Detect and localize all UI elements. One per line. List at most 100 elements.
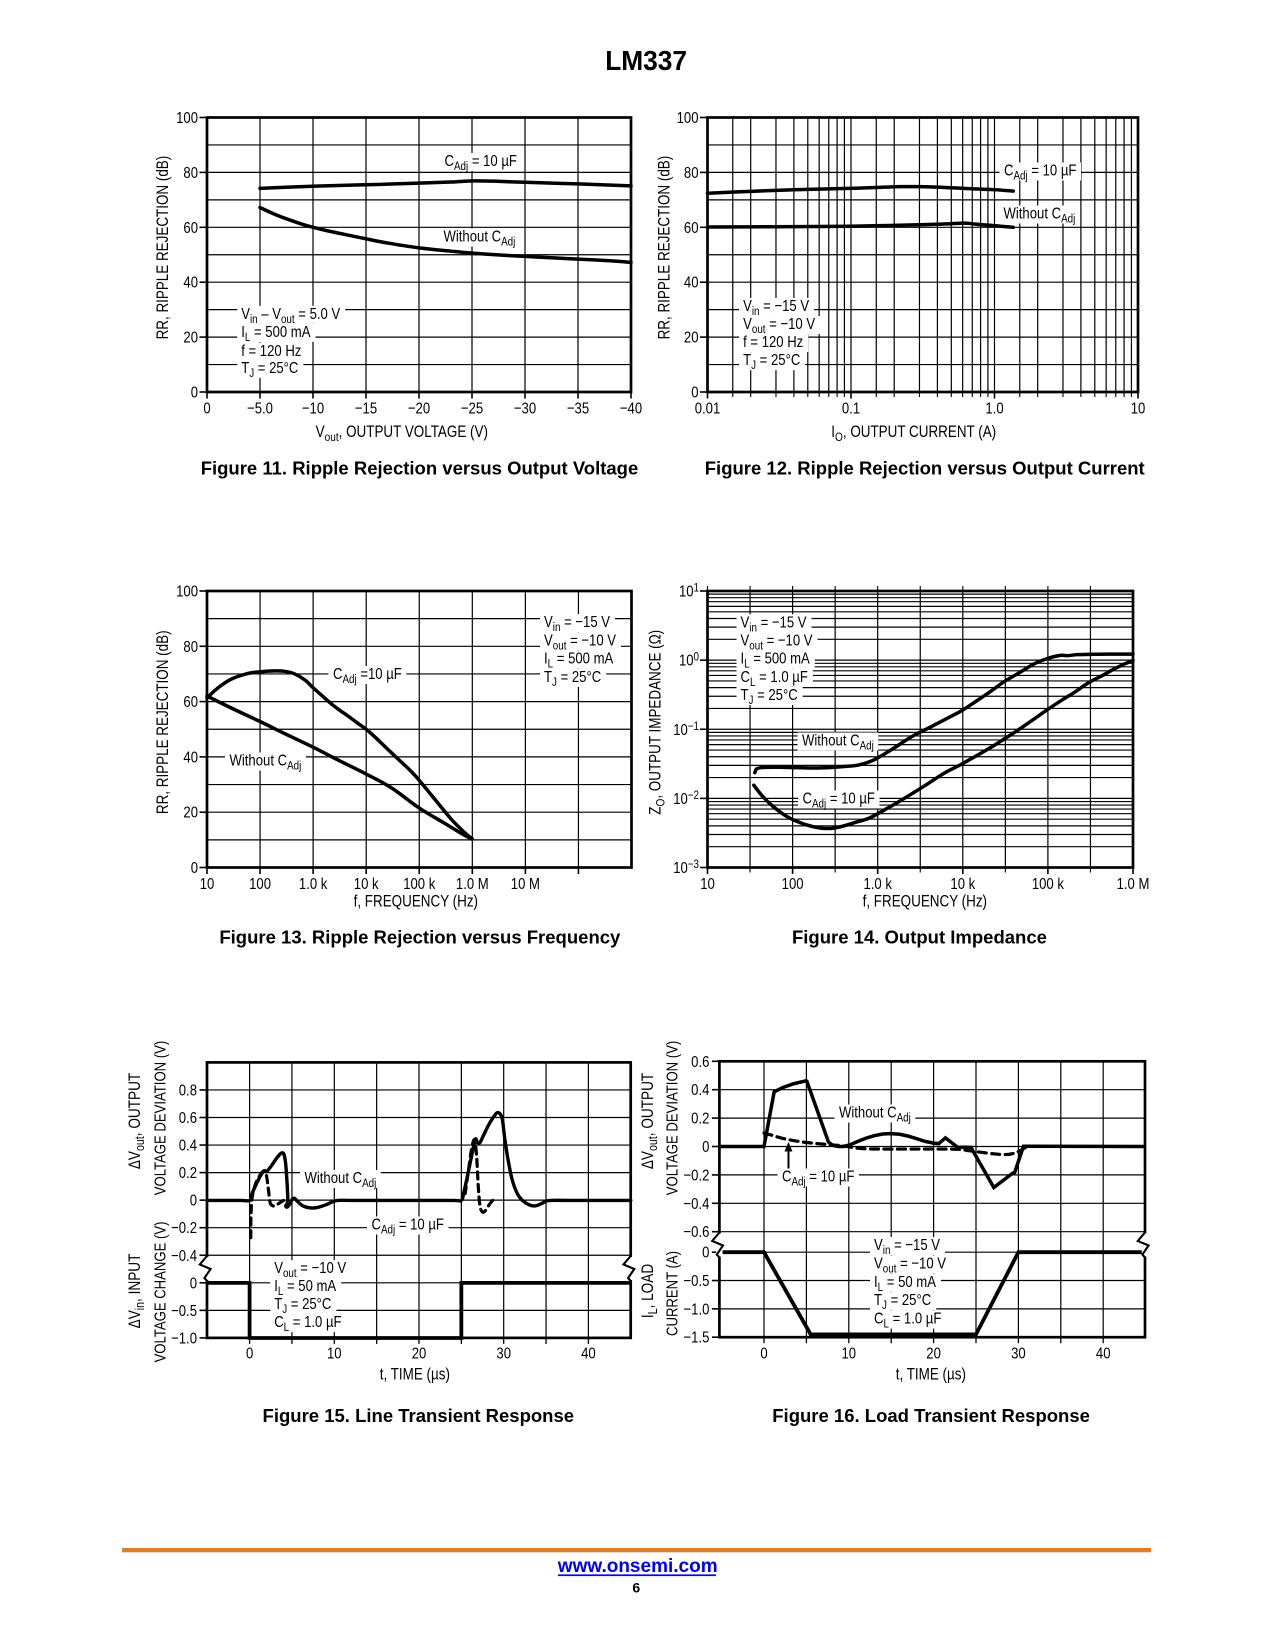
svg-text:20: 20 [684,329,699,346]
svg-text:Figure 13. Ripple Rejection ve: Figure 13. Ripple Rejection versus Frequ… [219,927,621,948]
svg-text:Vout = −10 V: Vout = −10 V [741,632,813,652]
svg-text:TJ = 25°C: TJ = 25°C [874,1292,931,1312]
svg-text:0.8: 0.8 [179,1082,197,1099]
svg-text:Without CAdj: Without CAdj [802,732,874,752]
svg-text:CAdj = 10 µF: CAdj = 10 µF [445,153,517,173]
svg-text:Without CAdj: Without CAdj [444,228,516,248]
svg-text:20: 20 [183,329,198,346]
svg-text:10 k: 10 k [950,876,975,893]
svg-text:0.4: 0.4 [179,1137,197,1154]
svg-text:80: 80 [183,639,198,656]
svg-text:IL = 500 mA: IL = 500 mA [741,650,810,670]
svg-text:Figure 12. Ripple Rejection ve: Figure 12. Ripple Rejection versus Outpu… [705,458,1145,479]
svg-text:0.6: 0.6 [179,1110,197,1127]
svg-text:1.0 M: 1.0 M [1117,876,1150,893]
svg-text:10 M: 10 M [511,876,540,893]
svg-text:t, TIME (µs): t, TIME (µs) [380,1365,450,1384]
svg-text:f = 120 Hz: f = 120 Hz [743,334,803,351]
svg-text:Vout = −10 V: Vout = −10 V [874,1255,946,1275]
svg-text:−20: −20 [408,400,430,417]
svg-text:1.0: 1.0 [985,400,1003,417]
svg-text:Vin = −15 V: Vin = −15 V [874,1237,940,1257]
svg-text:CL = 1.0 µF: CL = 1.0 µF [874,1310,941,1330]
svg-text:IL = 50 mA: IL = 50 mA [874,1274,936,1294]
svg-text:−0.4: −0.4 [684,1196,710,1213]
svg-text:0: 0 [760,1345,767,1362]
svg-text:CAdj = 10 µF: CAdj = 10 µF [1004,162,1076,182]
svg-text:Without CAdj: Without CAdj [230,752,302,772]
svg-text:−0.4: −0.4 [171,1248,197,1265]
svg-text:−5.0: −5.0 [247,400,273,417]
svg-text:CURRENT (A): CURRENT (A) [664,1251,681,1336]
svg-text:TJ = 25°C: TJ = 25°C [741,687,798,707]
svg-text:0.01: 0.01 [695,400,721,417]
svg-text:0: 0 [190,1193,197,1210]
svg-text:Without CAdj: Without CAdj [305,1170,377,1190]
svg-text:30: 30 [496,1345,511,1362]
svg-text:Without CAdj: Without CAdj [1004,205,1076,225]
svg-text:CL = 1.0 µF: CL = 1.0 µF [274,1314,341,1334]
svg-text:−0.2: −0.2 [171,1220,197,1237]
svg-text:Vout = −10 V: Vout = −10 V [743,316,815,336]
svg-text:60: 60 [183,220,198,237]
svg-text:20: 20 [412,1345,427,1362]
svg-text:10−1: 10−1 [673,720,699,739]
svg-text:40: 40 [183,749,198,766]
svg-text:100: 100 [176,583,198,600]
svg-text:RR, RIPPLE REJECTION (dB): RR, RIPPLE REJECTION (dB) [154,630,173,814]
svg-text:10: 10 [700,876,715,893]
svg-text:100: 100 [679,651,699,670]
svg-text:Figure 11. Ripple Rejection ve: Figure 11. Ripple Rejection versus Outpu… [201,458,639,479]
svg-text:Figure 14. Output Impedance: Figure 14. Output Impedance [792,927,1047,948]
svg-text:−0.5: −0.5 [171,1303,197,1320]
svg-text:Vout = −10 V: Vout = −10 V [544,632,616,652]
svg-text:10: 10 [1131,400,1146,417]
svg-text:IL = 500 mA: IL = 500 mA [241,324,310,344]
svg-text:−40: −40 [620,400,642,417]
svg-text:0.2: 0.2 [691,1110,709,1127]
svg-text:ΔVout, OUTPUT: ΔVout, OUTPUT [639,1073,660,1169]
svg-text:IO, OUTPUT CURRENT (A): IO, OUTPUT CURRENT (A) [831,423,996,444]
svg-text:100: 100 [677,110,699,127]
svg-text:30: 30 [1011,1345,1026,1362]
svg-text:0.4: 0.4 [691,1082,709,1099]
svg-text:−0.2: −0.2 [684,1167,710,1184]
svg-text:IL = 500 mA: IL = 500 mA [544,650,613,670]
svg-text:TJ = 25°C: TJ = 25°C [544,669,601,689]
svg-text:LM337: LM337 [605,44,687,76]
svg-text:40: 40 [684,275,699,292]
svg-text:−15: −15 [355,400,377,417]
svg-text:Vout = −10 V: Vout = −10 V [274,1260,346,1280]
svg-text:VOLTAGE DEVIATION (V): VOLTAGE DEVIATION (V) [664,1041,681,1195]
svg-text:40: 40 [1096,1345,1111,1362]
svg-text:Vin = −15 V: Vin = −15 V [544,614,610,634]
svg-text:60: 60 [183,694,198,711]
svg-text:10: 10 [842,1345,857,1362]
svg-text:6: 6 [632,1580,640,1596]
svg-text:IL, LOAD: IL, LOAD [639,1264,660,1318]
svg-text:CL = 1.0 µF: CL = 1.0 µF [741,669,808,689]
svg-text:RR, RIPPLE REJECTION (dB): RR, RIPPLE REJECTION (dB) [154,156,173,340]
svg-text:RR, RIPPLE REJECTION (dB): RR, RIPPLE REJECTION (dB) [655,156,674,340]
svg-text:−0.6: −0.6 [684,1224,710,1241]
svg-text:Figure 16. Load Transient Resp: Figure 16. Load Transient Response [772,1405,1090,1426]
svg-text:TJ = 25°C: TJ = 25°C [241,360,298,380]
svg-text:−1.0: −1.0 [171,1330,197,1347]
svg-text:80: 80 [684,165,699,182]
svg-text:20: 20 [926,1345,941,1362]
svg-text:1.0 M: 1.0 M [456,876,489,893]
svg-text:100: 100 [249,876,271,893]
svg-text:−0.5: −0.5 [684,1273,710,1290]
svg-text:101: 101 [679,582,699,601]
svg-text:www.onsemi.com: www.onsemi.com [557,1556,718,1577]
svg-text:Vin – Vout = 5.0 V: Vin – Vout = 5.0 V [241,306,340,326]
svg-text:0: 0 [203,400,210,417]
svg-text:80: 80 [183,165,198,182]
svg-text:10−3: 10−3 [673,858,699,877]
svg-text:0: 0 [190,1275,197,1292]
svg-text:60: 60 [684,220,699,237]
svg-text:Without CAdj: Without CAdj [839,1104,911,1124]
svg-text:20: 20 [183,805,198,822]
svg-text:f = 120 Hz: f = 120 Hz [241,343,301,360]
svg-text:VOLTAGE DEVIATION (V): VOLTAGE DEVIATION (V) [152,1041,169,1195]
